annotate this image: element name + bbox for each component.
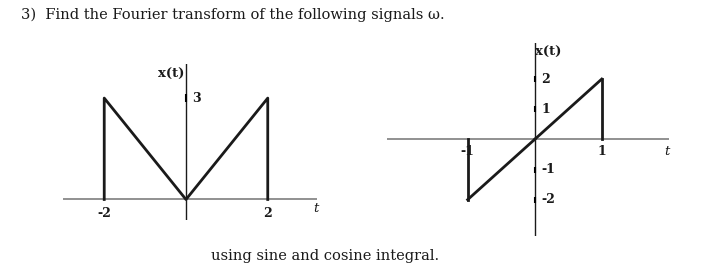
- Text: 2: 2: [541, 73, 550, 85]
- Text: 3: 3: [192, 92, 201, 105]
- Text: t: t: [313, 202, 318, 215]
- Text: x(t): x(t): [158, 68, 185, 81]
- Text: 2: 2: [263, 207, 272, 220]
- Text: -2: -2: [541, 193, 555, 206]
- Text: 1: 1: [541, 103, 550, 116]
- Text: -2: -2: [97, 207, 111, 220]
- Text: t: t: [665, 145, 670, 158]
- Text: x(t): x(t): [535, 46, 561, 59]
- Text: -1: -1: [460, 145, 474, 158]
- Text: 3)  Find the Fourier transform of the following signals ω.: 3) Find the Fourier transform of the fol…: [21, 8, 445, 23]
- Text: 1: 1: [598, 145, 606, 158]
- Text: using sine and cosine integral.: using sine and cosine integral.: [211, 249, 439, 263]
- Text: -1: -1: [541, 163, 555, 176]
